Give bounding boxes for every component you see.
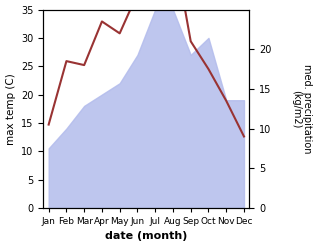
X-axis label: date (month): date (month) <box>105 231 188 242</box>
Y-axis label: med. precipitation
(kg/m2): med. precipitation (kg/m2) <box>291 64 313 153</box>
Y-axis label: max temp (C): max temp (C) <box>5 73 16 144</box>
